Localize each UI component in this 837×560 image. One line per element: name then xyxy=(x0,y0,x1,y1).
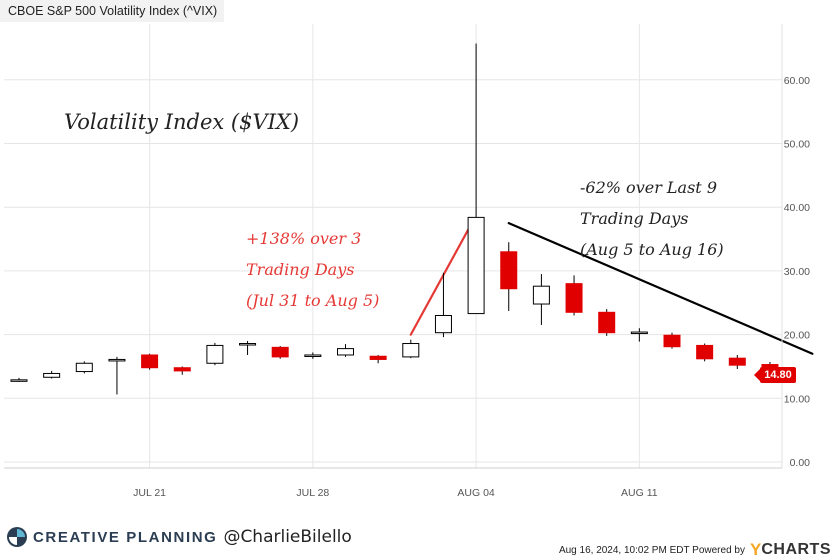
candle xyxy=(206,342,224,366)
y-tick-label: 50.00 xyxy=(784,139,810,151)
candle-body xyxy=(10,379,28,382)
annotation-rise: +138% over 3 Trading Days (Jul 31 to Aug… xyxy=(246,223,379,316)
creative-planning-logo-icon xyxy=(7,527,27,547)
candle-body xyxy=(271,346,289,358)
candle-body xyxy=(173,367,191,372)
candle-body xyxy=(663,334,681,348)
y-tick-label: 30.00 xyxy=(784,266,810,278)
timestamp-text: Aug 16, 2024, 10:02 PM EDT Powered by xyxy=(558,544,745,556)
candle xyxy=(239,340,257,355)
annotation-fall-line-2: Trading Days xyxy=(580,209,689,228)
candle-body xyxy=(369,355,387,360)
annotation-fall: -62% over Last 9 Trading Days (Aug 5 to … xyxy=(580,172,724,265)
annotation-fall-line-3: (Aug 5 to Aug 16) xyxy=(580,240,724,259)
last-value-badge-arrow xyxy=(754,369,760,381)
candle-body xyxy=(304,354,322,357)
candle xyxy=(532,274,550,326)
x-tick-label: JUL 28 xyxy=(296,487,329,499)
candle-body xyxy=(402,343,420,358)
candle-body xyxy=(108,358,126,362)
candle xyxy=(304,352,322,359)
candle-body xyxy=(239,343,257,346)
candle xyxy=(271,346,289,359)
candle xyxy=(728,354,746,369)
y-tick-label: 20.00 xyxy=(784,330,810,342)
chart-title: CBOE S&P 500 Volatility Index (^VIX) xyxy=(0,0,224,22)
candle xyxy=(337,344,354,357)
candle xyxy=(75,361,93,374)
candle-body xyxy=(43,372,61,378)
candle xyxy=(141,353,159,370)
candle xyxy=(369,354,387,364)
candle xyxy=(467,43,485,315)
x-tick-label: AUG 04 xyxy=(457,487,495,499)
candle xyxy=(434,272,452,338)
last-value-badge: 14.80 xyxy=(760,367,796,383)
annotation-rise-line-1: +138% over 3 xyxy=(246,229,362,248)
candle xyxy=(500,242,518,312)
candle xyxy=(598,309,616,336)
candle-body xyxy=(630,331,648,335)
brand-name: CREATIVE PLANNING xyxy=(33,528,218,546)
y-tick-label: 10.00 xyxy=(784,393,810,405)
y-tick-label: 0.00 xyxy=(790,457,811,469)
candle-body xyxy=(434,314,452,334)
x-tick-label: JUL 21 xyxy=(133,487,166,499)
author-handle: @CharlieBilello xyxy=(223,527,352,547)
candle-body xyxy=(337,348,354,356)
candle-body xyxy=(467,216,485,315)
trendline-layer xyxy=(409,220,814,355)
candle xyxy=(696,343,714,362)
candle-body xyxy=(598,311,616,334)
candle xyxy=(173,366,191,375)
candle-body xyxy=(532,285,550,305)
candle-body xyxy=(206,344,224,364)
candle-body xyxy=(75,362,93,373)
candle xyxy=(10,377,28,382)
candle-body xyxy=(141,354,159,369)
candle-body xyxy=(565,283,583,313)
ycharts-logo-text: CHARTS xyxy=(761,541,831,558)
trendline-rise xyxy=(409,220,474,336)
axis-layer: 0.00 10.00 20.00 30.00 40.00 50.00 60.00 JUL 21… xyxy=(4,24,810,499)
ycharts-logo-y: Y xyxy=(749,540,762,559)
x-tick-label: AUG 11 xyxy=(621,487,658,499)
annotation-title: Volatility Index ($VIX) xyxy=(64,110,300,134)
annotation-rise-line-2: Trading Days xyxy=(246,260,355,279)
candle xyxy=(108,356,126,395)
y-tick-label: 60.00 xyxy=(784,75,810,87)
candle-body xyxy=(696,344,714,360)
candle xyxy=(565,275,583,316)
candle xyxy=(402,339,420,359)
candle-body xyxy=(500,251,518,290)
y-tick-label: 40.00 xyxy=(784,202,810,214)
footer-timestamp: Aug 16, 2024, 10:02 PM EDT Powered by Y … xyxy=(559,540,831,560)
candle xyxy=(663,332,681,349)
footer-brand: CREATIVE PLANNING @CharlieBilello xyxy=(6,526,352,548)
candle-body xyxy=(728,357,746,366)
candle-layer xyxy=(10,43,779,395)
annotation-fall-line-1: -62% over Last 9 xyxy=(580,178,717,197)
trendline-fall xyxy=(507,222,814,355)
candle xyxy=(43,370,61,379)
annotation-rise-line-3: (Jul 31 to Aug 5) xyxy=(246,291,380,310)
candle xyxy=(630,328,648,342)
